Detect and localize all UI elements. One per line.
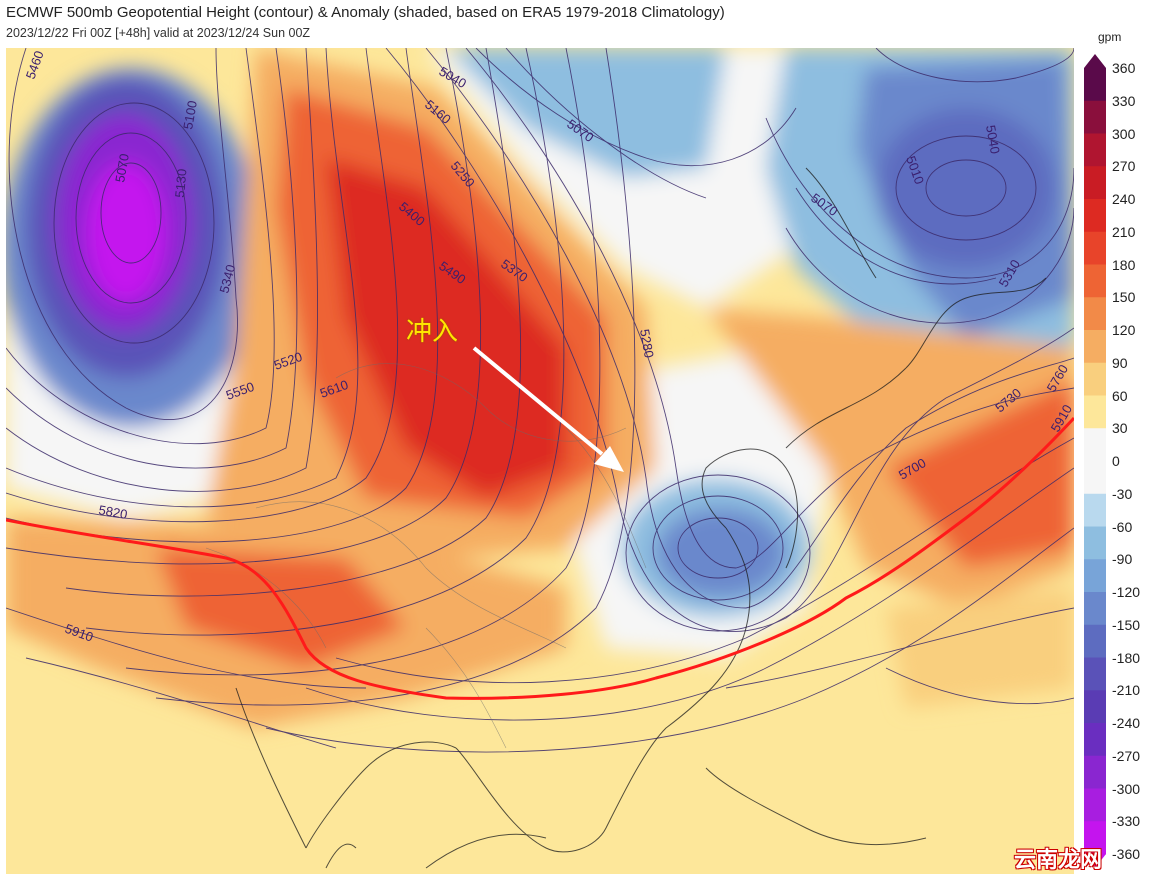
watermark-text: 云南龙网 [1014, 848, 1103, 873]
colorbar-segment [1084, 723, 1106, 757]
colorbar-tick-label: -270 [1112, 747, 1141, 764]
contour-label-4: 5130 [172, 168, 189, 198]
colorbar-segment [1084, 526, 1106, 560]
anomaly-shading [6, 48, 1074, 728]
colorbar-segment [1084, 395, 1106, 429]
colorbar-tick-label: -90 [1112, 551, 1133, 568]
colorbar-segment [1084, 821, 1106, 855]
colorbar-tick-label: 120 [1112, 322, 1136, 338]
coastlines [235, 167, 1047, 869]
colorbar-tick-label: -330 [1112, 813, 1141, 830]
colorbar-tick-label: 90 [1112, 354, 1128, 371]
colorbar-segment [1084, 461, 1106, 495]
colorbar-segment [1084, 592, 1106, 626]
colorbar-tick-label: 300 [1112, 125, 1136, 142]
colorbar-segment [1084, 428, 1106, 462]
colorbar-segment [1084, 68, 1106, 102]
contour-label-17: 5280 [637, 328, 657, 359]
colorbar-segment [1084, 624, 1106, 658]
colorbar-extend-top [1084, 54, 1106, 68]
colorbar-segment [1084, 559, 1106, 593]
colorbar-tick-label: 60 [1112, 387, 1128, 404]
colorbar-unit: gpm [1098, 30, 1122, 44]
colorbar-tick-label: 180 [1112, 256, 1136, 273]
weather-map: 5460 5100 5070 5130 5340 5550 5520 5610 … [6, 48, 1074, 874]
colorbar-segment [1084, 755, 1106, 789]
colorbar-tick-label: -30 [1112, 485, 1133, 502]
highlight-contour-5880 [6, 416, 1074, 700]
contour-label-3: 5070 [112, 152, 132, 183]
colorbar-tick-label: -240 [1112, 715, 1141, 731]
annotation-arrow [472, 346, 624, 472]
colorbar-tick-label: 210 [1112, 223, 1136, 240]
colorbar-segment [1084, 493, 1106, 527]
height-contours [6, 48, 1074, 753]
colorbar-segment [1084, 788, 1106, 822]
colorbar-segment [1084, 231, 1106, 265]
colorbar-segment [1084, 100, 1106, 134]
map-svg: 5460 5100 5070 5130 5340 5550 5520 5610 … [6, 48, 1074, 874]
colorbar [1084, 54, 1106, 868]
chart-subtitle: 2023/12/22 Fri 00Z [+48h] valid at 2023/… [6, 26, 311, 40]
colorbar-segment [1084, 264, 1106, 298]
colorbar-tick-label: 360 [1112, 60, 1136, 76]
contour-label-20: 5040 [983, 124, 1003, 155]
colorbar-tick-label: -60 [1112, 518, 1133, 535]
colorbar-tick-label: 30 [1112, 420, 1128, 437]
colorbar-tick-label: -150 [1112, 616, 1141, 633]
colorbar-segment [1084, 297, 1106, 331]
colorbar-tick-label: -210 [1112, 682, 1141, 699]
colorbar-tick-label: -360 [1112, 846, 1141, 862]
colorbar-segment [1084, 166, 1106, 200]
colorbar-tick-label: -300 [1112, 780, 1141, 797]
colorbar-segment [1084, 330, 1106, 364]
colorbar-tick-label: 0 [1112, 453, 1120, 469]
colorbar-segment [1084, 690, 1106, 724]
chart-title: ECMWF 500mb Geopotential Height (contour… [6, 4, 725, 21]
colorbar-tick-label: 270 [1112, 158, 1136, 175]
colorbar-segment [1084, 199, 1106, 233]
colorbar-segment [1084, 362, 1106, 396]
colorbar-segment [1084, 657, 1106, 691]
colorbar-tick-label: 240 [1112, 191, 1136, 207]
contour-label-5: 5340 [216, 263, 238, 295]
colorbar-tick-label: -180 [1112, 649, 1141, 666]
colorbar-segment [1084, 133, 1106, 167]
contour-label-2: 5100 [180, 99, 200, 130]
contour-label-9: 5820 [97, 502, 128, 522]
colorbar-extend-bottom [1084, 854, 1106, 868]
annotation-label: 冲入 [406, 317, 459, 347]
colorbar-tick-label: -120 [1112, 584, 1141, 600]
colorbar-tick-label: 330 [1112, 92, 1136, 109]
colorbar-tick-label: 150 [1112, 289, 1136, 306]
